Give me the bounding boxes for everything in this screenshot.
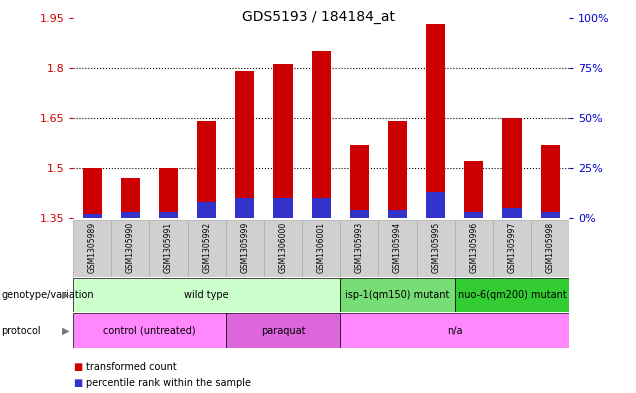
Text: GSM1305998: GSM1305998 <box>546 222 555 273</box>
Text: GSM1305995: GSM1305995 <box>431 222 440 273</box>
Text: protocol: protocol <box>1 325 41 336</box>
Bar <box>312 51 331 218</box>
Bar <box>350 210 369 218</box>
Bar <box>350 145 369 218</box>
Text: paraquat: paraquat <box>261 325 305 336</box>
Bar <box>493 220 531 277</box>
Bar <box>111 220 149 277</box>
Bar <box>235 198 254 218</box>
Bar <box>273 64 293 218</box>
Bar <box>426 192 445 218</box>
Bar <box>340 278 455 312</box>
Bar <box>455 220 493 277</box>
Bar <box>197 121 216 218</box>
Bar <box>226 313 340 348</box>
Bar <box>264 220 302 277</box>
Text: control (untreated): control (untreated) <box>103 325 196 336</box>
Text: GSM1305999: GSM1305999 <box>240 222 249 273</box>
Bar <box>73 313 226 348</box>
Bar <box>235 71 254 218</box>
Text: GSM1305997: GSM1305997 <box>508 222 516 273</box>
Bar <box>531 220 569 277</box>
Text: genotype/variation: genotype/variation <box>1 290 94 300</box>
Bar <box>502 208 522 218</box>
Text: GSM1306000: GSM1306000 <box>279 222 287 273</box>
Bar <box>426 24 445 218</box>
Bar <box>378 220 417 277</box>
Bar <box>121 212 140 218</box>
Bar <box>340 220 378 277</box>
Bar <box>340 313 569 348</box>
Text: ■: ■ <box>73 378 83 388</box>
Text: GSM1305991: GSM1305991 <box>164 222 173 273</box>
Bar <box>417 220 455 277</box>
Text: n/a: n/a <box>447 325 462 336</box>
Bar <box>197 202 216 218</box>
Bar <box>388 121 407 218</box>
Bar <box>273 198 293 218</box>
Text: GSM1305989: GSM1305989 <box>88 222 97 273</box>
Bar <box>312 198 331 218</box>
Text: isp-1(qm150) mutant: isp-1(qm150) mutant <box>345 290 450 300</box>
Bar <box>464 212 483 218</box>
Bar <box>455 278 569 312</box>
Text: transformed count: transformed count <box>86 362 177 373</box>
Bar <box>83 168 102 218</box>
Text: GSM1305992: GSM1305992 <box>202 222 211 273</box>
Text: GSM1305996: GSM1305996 <box>469 222 478 273</box>
Bar <box>188 220 226 277</box>
Text: GSM1306001: GSM1306001 <box>317 222 326 273</box>
Text: ■: ■ <box>73 362 83 373</box>
Text: GSM1305993: GSM1305993 <box>355 222 364 273</box>
Text: ▶: ▶ <box>62 290 70 300</box>
Bar <box>73 278 340 312</box>
Text: wild type: wild type <box>184 290 229 300</box>
Text: GSM1305990: GSM1305990 <box>126 222 135 273</box>
Bar <box>73 220 111 277</box>
Bar <box>226 220 264 277</box>
Text: nuo-6(qm200) mutant: nuo-6(qm200) mutant <box>458 290 566 300</box>
Bar <box>121 178 140 218</box>
Bar <box>388 210 407 218</box>
Bar <box>159 168 178 218</box>
Text: GSM1305994: GSM1305994 <box>393 222 402 273</box>
Bar <box>502 118 522 218</box>
Bar <box>159 212 178 218</box>
Bar <box>302 220 340 277</box>
Bar <box>464 161 483 218</box>
Text: ▶: ▶ <box>62 325 70 336</box>
Text: percentile rank within the sample: percentile rank within the sample <box>86 378 251 388</box>
Text: GDS5193 / 184184_at: GDS5193 / 184184_at <box>242 10 394 24</box>
Bar <box>541 145 560 218</box>
Bar <box>541 212 560 218</box>
Bar <box>149 220 188 277</box>
Bar <box>83 214 102 218</box>
